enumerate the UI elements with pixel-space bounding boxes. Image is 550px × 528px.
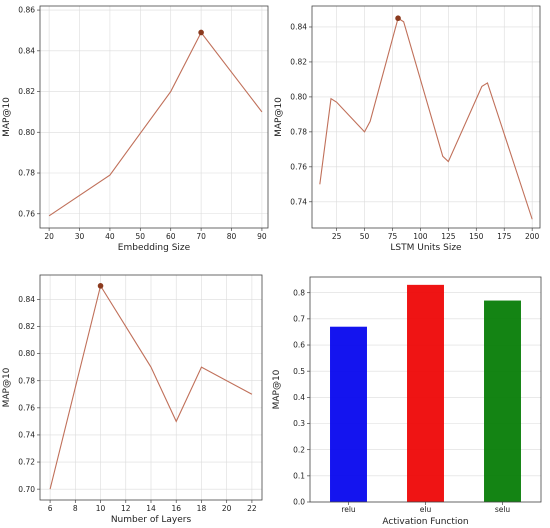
plot-frame — [311, 5, 541, 229]
x-tick-label: 175 — [497, 232, 512, 241]
y-tick-label: 0.76 — [18, 403, 35, 412]
y-tick-label: 0.5 — [293, 367, 305, 376]
y-axis-label: MAP@10 — [2, 97, 12, 137]
x-axis-label: Activation Function — [382, 517, 468, 527]
y-axis-label: MAP@10 — [2, 367, 12, 407]
x-tick-label: 125 — [441, 232, 456, 241]
x-tick-label: selu — [495, 505, 511, 514]
x-tick-label: 50 — [360, 232, 370, 241]
x-tick-label: 50 — [136, 232, 146, 241]
chart-1: 0.76 0.78 0.80 0.82 0.84 0.86 20 30 40 50 60 70 80 90… — [2, 5, 269, 253]
x-tick-label: 30 — [75, 232, 85, 241]
x-tick-label: 25 — [332, 232, 342, 241]
y-tick-label: 0.84 — [18, 46, 35, 55]
x-tick-label: 100 — [413, 232, 428, 241]
x-tick-label: 70 — [196, 232, 206, 241]
bar-elu — [407, 284, 444, 502]
x-tick-label: relu — [341, 505, 356, 514]
y-tick-label: 0.74 — [290, 197, 307, 206]
y-tick-label: 0.78 — [290, 127, 307, 136]
bar-selu — [484, 300, 521, 502]
y-tick-label: 0.72 — [18, 458, 35, 467]
y-tick-label: 0.70 — [18, 485, 35, 494]
chart-3: 0.70 0.72 0.74 0.76 0.78 0.80 0.82 0.84 6 8 10 12 14… — [2, 274, 263, 525]
series-line — [319, 17, 533, 220]
x-tick-label: 20 — [222, 504, 232, 513]
y-axis-label: MAP@10 — [272, 369, 282, 409]
x-tick-label: 10 — [96, 504, 106, 513]
y-tick-label: 0.82 — [290, 58, 307, 67]
y-tick-label: 0.6 — [293, 341, 305, 350]
x-tick-label: 90 — [257, 232, 267, 241]
x-tick-label: 14 — [146, 504, 156, 513]
x-tick-label: 75 — [388, 232, 398, 241]
series-line — [49, 284, 253, 490]
y-tick-label: 0.84 — [290, 23, 307, 32]
y-tick-label: 0.7 — [293, 314, 305, 323]
plot-frame — [309, 276, 542, 503]
y-tick-label: 0.86 — [18, 6, 35, 15]
chart-2: 0.74 0.76 0.78 0.80 0.82 0.84 25 50 75 100 125 150 1… — [274, 5, 541, 253]
x-tick-label: 6 — [48, 504, 53, 513]
y-tick-label: 0.4 — [293, 393, 305, 402]
y-tick-label: 0.0 — [293, 498, 305, 507]
y-tick-label: 0.82 — [18, 87, 35, 96]
x-tick-label: 16 — [171, 504, 181, 513]
y-tick-label: 0.8 — [293, 288, 305, 297]
x-tick-label: 22 — [247, 504, 257, 513]
x-axis-label: Embedding Size — [118, 243, 191, 253]
y-tick-label: 0.80 — [18, 349, 35, 358]
x-tick-label: 20 — [44, 232, 54, 241]
x-axis-label: LSTM Units Size — [390, 243, 462, 253]
y-tick-label: 0.82 — [18, 322, 35, 331]
x-tick-label: 60 — [166, 232, 176, 241]
y-tick-label: 0.76 — [18, 209, 35, 218]
x-tick-label: 8 — [73, 504, 78, 513]
y-tick-label: 0.84 — [18, 295, 35, 304]
y-tick-label: 0.2 — [293, 445, 305, 454]
y-tick-label: 0.3 — [293, 419, 305, 428]
x-tick-label: 18 — [197, 504, 207, 513]
y-tick-label: 0.78 — [18, 169, 35, 178]
y-tick-label: 0.78 — [18, 376, 35, 385]
x-tick-label: 40 — [105, 232, 115, 241]
plot-frame — [39, 5, 269, 229]
x-tick-label: 12 — [121, 504, 131, 513]
x-axis-label: Number of Layers — [111, 515, 192, 525]
y-tick-label: 0.80 — [290, 92, 307, 101]
y-tick-label: 0.76 — [290, 162, 307, 171]
peak-point — [97, 283, 104, 289]
x-tick-label: 150 — [469, 232, 484, 241]
series-line — [48, 31, 263, 217]
plot-frame — [39, 274, 263, 501]
y-tick-label: 0.1 — [293, 471, 305, 480]
y-tick-label: 0.74 — [18, 431, 35, 440]
y-tick-label: 0.80 — [18, 128, 35, 137]
x-tick-label: 200 — [525, 232, 540, 241]
chart-4: 0.0 0.1 0.2 0.3 0.4 0.5 0.6 0.7 0.8 relu elu selu Ac… — [272, 276, 542, 527]
x-tick-label: 80 — [227, 232, 237, 241]
bar-relu — [330, 326, 367, 502]
x-tick-label: elu — [420, 505, 432, 514]
peak-point — [198, 29, 204, 36]
y-axis-label: MAP@10 — [274, 97, 284, 137]
peak-point — [395, 15, 401, 22]
